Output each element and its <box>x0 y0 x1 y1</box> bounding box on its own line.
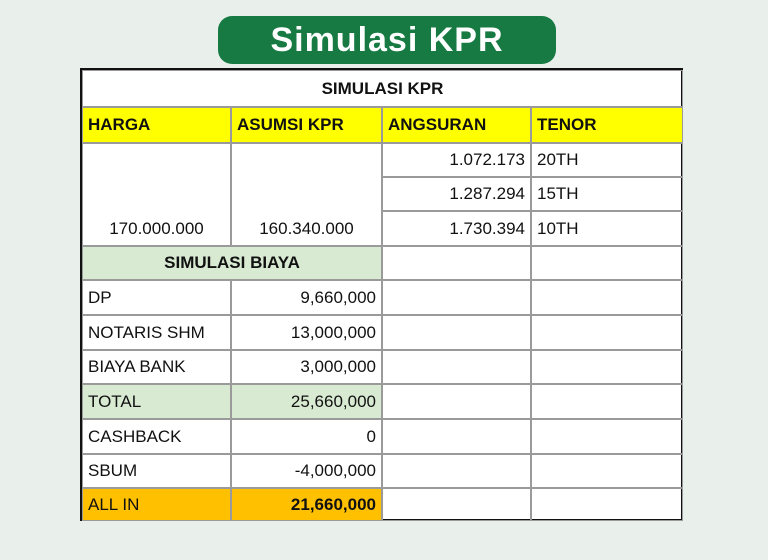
empty-cell <box>531 280 683 315</box>
header-cell: ASUMSI KPR <box>231 107 382 143</box>
biaya-label: NOTARIS SHM <box>82 315 231 350</box>
empty-cell <box>531 454 683 488</box>
empty-cell <box>382 315 531 350</box>
empty-cell <box>382 246 531 280</box>
angsuran-cell: 1.730.394 <box>382 211 531 246</box>
header-cell: HARGA <box>82 107 231 143</box>
header-cell: ANGSURAN <box>382 107 531 143</box>
title-badge: Simulasi KPR <box>218 16 556 64</box>
angsuran-cell: 1.287.294 <box>382 177 531 211</box>
biaya-label: ALL IN <box>82 488 231 521</box>
empty-cell <box>382 350 531 384</box>
table-title: SIMULASI KPR <box>82 70 683 107</box>
angsuran-cell: 1.072.173 <box>382 143 531 177</box>
biaya-label: BIAYA BANK <box>82 350 231 384</box>
empty-cell <box>382 488 531 521</box>
spreadsheet: SIMULASI KPR HARGA ASUMSI KPR ANGSURAN TENOR… <box>80 68 683 521</box>
harga-cell: 170.000.000 <box>82 143 231 246</box>
empty-cell <box>382 419 531 454</box>
empty-cell <box>382 454 531 488</box>
tenor-cell: 10TH <box>531 211 683 246</box>
biaya-value: 13,000,000 <box>231 315 382 350</box>
empty-cell <box>531 315 683 350</box>
header-cell: TENOR <box>531 107 683 143</box>
empty-cell <box>531 350 683 384</box>
empty-cell <box>531 246 683 280</box>
empty-cell <box>531 384 683 419</box>
biaya-value: -4,000,000 <box>231 454 382 488</box>
biaya-value: 0 <box>231 419 382 454</box>
biaya-value: 25,660,000 <box>231 384 382 419</box>
biaya-label: DP <box>82 280 231 315</box>
empty-cell <box>531 488 683 521</box>
biaya-label: TOTAL <box>82 384 231 419</box>
empty-cell <box>382 280 531 315</box>
biaya-value: 21,660,000 <box>231 488 382 521</box>
empty-cell <box>382 384 531 419</box>
biaya-label: SBUM <box>82 454 231 488</box>
biaya-value: 3,000,000 <box>231 350 382 384</box>
biaya-label: CASHBACK <box>82 419 231 454</box>
empty-cell <box>531 419 683 454</box>
tenor-cell: 20TH <box>531 143 683 177</box>
biaya-title: SIMULASI BIAYA <box>82 246 382 280</box>
biaya-value: 9,660,000 <box>231 280 382 315</box>
asumsi-cell: 160.340.000 <box>231 143 382 246</box>
tenor-cell: 15TH <box>531 177 683 211</box>
